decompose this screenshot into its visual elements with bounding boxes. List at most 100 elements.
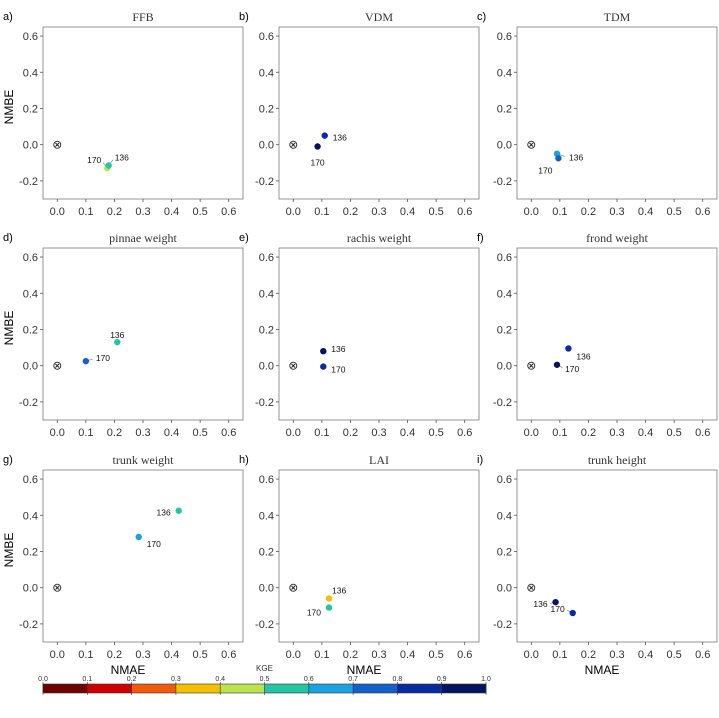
x-tick-label: 0.1 [78, 649, 93, 661]
x-tick-label: 0.1 [552, 427, 567, 439]
panel-letter: f) [477, 232, 484, 244]
y-tick-label: 0.6 [259, 31, 274, 43]
x-tick-label: 0.4 [400, 206, 415, 218]
colorbar-segment [87, 684, 132, 693]
point-label: 136 [576, 351, 590, 361]
x-tick-label: 0.0 [50, 427, 65, 439]
y-tick-label: -0.2 [493, 619, 512, 631]
y-tick-label: 0.0 [259, 140, 274, 152]
x-tick-label: 0.0 [524, 649, 539, 661]
reference-marker: ⊗ [52, 138, 62, 152]
panel-g: g) trunk weight -0.2 0.0 0.2 0.4 0.6 0.0 0.1 0.2 0… [2, 453, 244, 677]
y-tick-label: 0.6 [259, 474, 274, 486]
point-label: 136 [333, 133, 347, 143]
y-axis-title: NMBE [2, 533, 16, 568]
y-tick-label: 0.2 [23, 546, 38, 558]
panel-title: frond weight [586, 231, 648, 245]
data-point-136 [320, 348, 327, 355]
panel-title: pinnae weight [109, 231, 177, 245]
data-point-170 [325, 604, 333, 611]
x-tick-label: 0.6 [221, 206, 236, 218]
panel-title: VDM [365, 10, 393, 24]
y-tick-label: 0.4 [259, 67, 274, 79]
x-tick-label: 0.5 [428, 649, 443, 661]
panel-e: e) rachis weight -0.2 0.0 0.2 0.4 0.6 0.0 0.1 0.2… [239, 231, 480, 439]
y-tick-label: -0.2 [19, 397, 38, 409]
colorbar-tick-label: 0.0 [38, 676, 48, 683]
x-tick-label: 0.1 [552, 649, 567, 661]
reference-marker: ⊗ [526, 138, 536, 152]
colorbar-segment [397, 684, 442, 693]
x-tick-label: 0.4 [638, 206, 653, 218]
x-tick-label: 0.1 [314, 206, 329, 218]
reference-marker: ⊗ [288, 581, 298, 595]
panel-title: trunk weight [113, 453, 175, 467]
reference-marker: ⊗ [526, 581, 536, 595]
point-label: 136 [331, 344, 345, 354]
x-tick-label: 0.5 [428, 206, 443, 218]
y-tick-label: 0.6 [259, 252, 274, 264]
panel-c: c) TDM -0.2 0.0 0.2 0.4 0.6 0.0 0.1 0.2 0.3 0.4 0.5 0… [477, 10, 718, 218]
y-tick-label: -0.2 [255, 619, 274, 631]
data-point-136 [565, 345, 572, 352]
y-tick-label: 0.0 [497, 140, 512, 152]
y-tick-label: -0.2 [255, 176, 274, 188]
y-tick-label: 0.0 [497, 583, 512, 595]
y-tick-label: 0.2 [23, 324, 38, 336]
x-tick-label: 0.1 [78, 427, 93, 439]
x-tick-label: 0.6 [221, 649, 236, 661]
panel-letter: a) [3, 11, 13, 23]
x-tick-label: 0.6 [695, 649, 710, 661]
point-label: 136 [569, 153, 583, 163]
x-tick-label: 0.6 [457, 427, 472, 439]
point-label: 136 [110, 330, 124, 340]
y-tick-label: 0.4 [259, 510, 274, 522]
data-point-136 [552, 598, 559, 606]
point-label: 170 [565, 364, 579, 374]
panel-a: a) FFB -0.2 0.0 0.2 0.4 0.6 0.0 0.1 0.2 0.3 0.4 0.5 0… [2, 10, 244, 218]
y-tick-label: -0.2 [493, 176, 512, 188]
y-tick-label: 0.2 [259, 103, 274, 115]
panel-i: i) trunk height -0.2 0.0 0.2 0.4 0.6 0.0 0.1 0.2 0… [477, 453, 718, 677]
panel-letter: e) [239, 232, 249, 244]
x-tick-label: 0.3 [371, 206, 386, 218]
colorbar-tick-label: 0.4 [215, 676, 225, 683]
y-tick-label: 0.0 [23, 583, 38, 595]
panel-d: d) pinnae weight -0.2 0.0 0.2 0.4 0.6 0.0 0.1 0.2… [2, 231, 244, 439]
data-point-170 [135, 533, 142, 541]
point-label: 136 [332, 586, 346, 596]
y-tick-label: 0.6 [23, 31, 38, 43]
colorbar-segment [220, 684, 265, 693]
x-tick-label: 0.1 [314, 649, 329, 661]
panel-letter: d) [3, 232, 13, 244]
plot-frame [516, 247, 718, 421]
x-tick-label: 0.4 [638, 649, 653, 661]
x-tick-label: 0.1 [78, 206, 93, 218]
colorbar-tick-label: 0.7 [348, 676, 358, 683]
colorbar-segment [264, 684, 310, 693]
y-tick-label: 0.4 [497, 288, 512, 300]
colorbar-tick-label: 0.5 [260, 676, 270, 683]
panel-title: TDM [604, 10, 631, 24]
colorbar-title: KGE [256, 664, 273, 673]
x-tick-label: 0.5 [666, 427, 681, 439]
x-tick-label: 0.5 [666, 206, 681, 218]
point-label: 136 [157, 508, 171, 518]
colorbar-tick-label: 0.2 [127, 676, 137, 683]
y-tick-label: -0.2 [19, 619, 38, 631]
x-tick-label: 0.6 [221, 427, 236, 439]
x-tick-label: 0.6 [695, 427, 710, 439]
data-point-170 [555, 155, 562, 162]
x-tick-label: 0.3 [135, 206, 150, 218]
x-tick-label: 0.0 [524, 206, 539, 218]
point-label: 170 [307, 608, 321, 618]
panel-f: f) frond weight -0.2 0.0 0.2 0.4 0.6 0.0 0.1 0.2 0… [477, 231, 718, 439]
plot-frame [516, 469, 718, 643]
point-label: 170 [147, 539, 161, 549]
x-tick-label: 0.5 [192, 206, 207, 218]
colorbar-segment [175, 684, 221, 693]
x-tick-label: 0.2 [581, 206, 596, 218]
x-tick-label: 0.1 [552, 206, 567, 218]
point-label: 170 [87, 155, 101, 165]
x-tick-label: 0.6 [695, 206, 710, 218]
